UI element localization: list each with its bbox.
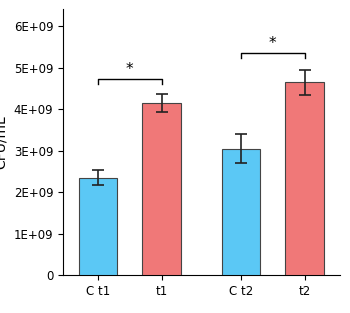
Bar — [222, 149, 260, 275]
Bar — [142, 103, 181, 275]
Text: *: * — [126, 62, 134, 77]
Y-axis label: CFU/mL: CFU/mL — [0, 115, 8, 169]
Bar — [286, 82, 324, 275]
Bar — [79, 178, 117, 275]
Text: *: * — [269, 36, 276, 51]
